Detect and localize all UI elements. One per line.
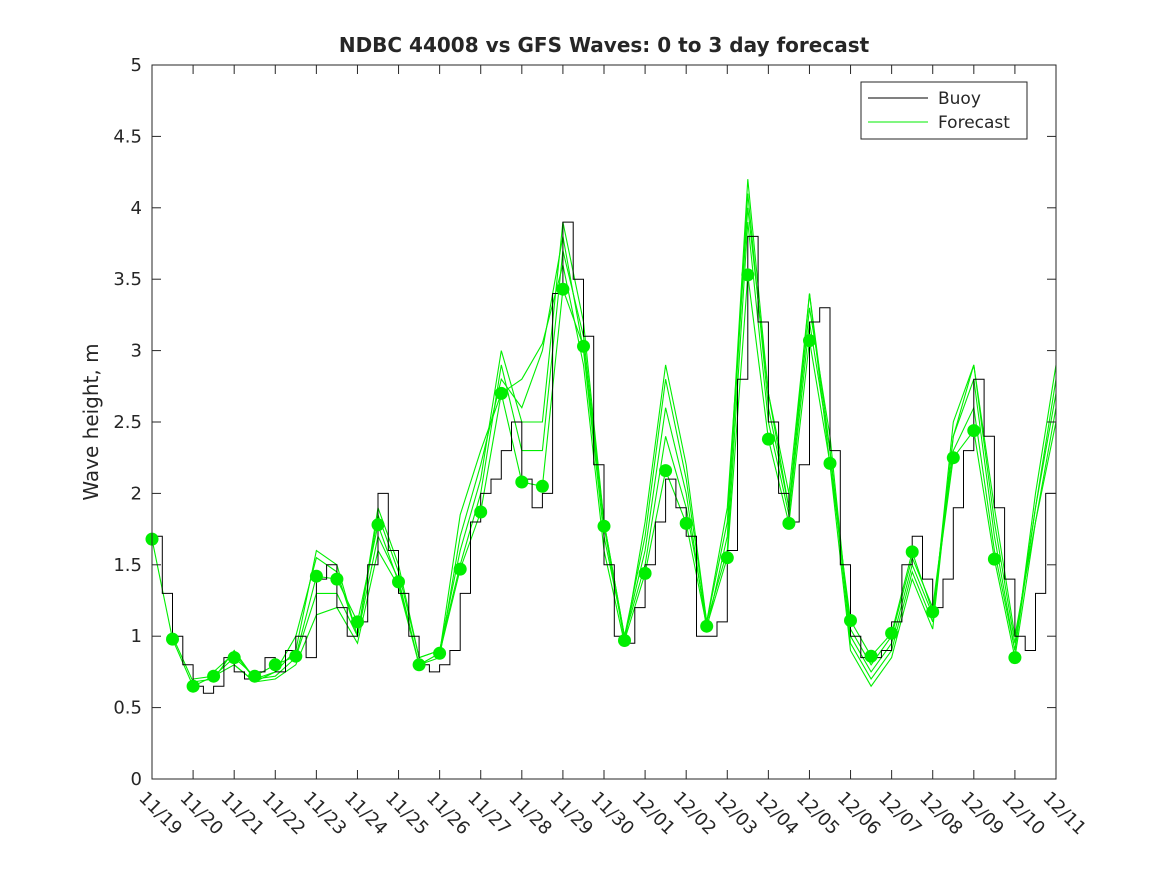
forecast-marker (433, 646, 447, 660)
forecast-marker (844, 614, 857, 627)
y-axis-label: Wave height, m (79, 343, 103, 500)
buoy-line-group (152, 221, 1057, 694)
forecast-marker (926, 605, 940, 619)
forecast-marker (392, 575, 405, 589)
buoy-line (152, 221, 1057, 694)
forecast-marker (227, 651, 241, 665)
forecast-marker (309, 569, 323, 583)
y-tick-label: 3 (131, 341, 142, 362)
forecast-marker (659, 464, 673, 478)
forecast-marker (515, 475, 529, 489)
plot-area (152, 65, 1056, 779)
y-tick-label: 1.5 (113, 555, 142, 576)
forecast-marker (289, 649, 303, 663)
forecast-marker (905, 545, 919, 559)
forecast-marker (679, 516, 693, 530)
forecast-line-4 (213, 179, 1057, 681)
forecast-marker (638, 566, 652, 580)
y-tick-label: 5 (131, 55, 142, 76)
forecast-marker (474, 505, 488, 519)
forecast-marker (700, 619, 714, 633)
forecast-marker (597, 519, 611, 533)
forecast-marker (618, 634, 631, 647)
legend-box (860, 81, 1028, 140)
forecast-marker (967, 424, 981, 438)
forecast-marker (761, 432, 775, 446)
y-tick-label: 0.5 (113, 698, 142, 719)
y-tick-label: 4.5 (113, 126, 142, 147)
y-tick-label: 2.5 (113, 412, 142, 433)
forecast-marker (720, 551, 734, 565)
forecast-marker (494, 386, 508, 400)
forecast-marker (864, 649, 878, 663)
legend: Buoy Forecast (860, 81, 1028, 140)
forecast-marker (885, 626, 899, 640)
forecast-marker (782, 516, 796, 530)
y-tick-label: 3.5 (113, 269, 142, 290)
y-axis: 0 0.5 1 1.5 2 2.5 3 3.5 4 4.5 5 (113, 55, 1056, 790)
y-tick-label: 0 (131, 769, 142, 790)
chart-title: NDBC 44008 vs GFS Waves: 0 to 3 day fore… (339, 33, 870, 57)
y-tick-label: 2 (131, 483, 142, 504)
forecast-marker (268, 658, 282, 672)
forecast-marker (166, 632, 179, 646)
forecast-marker (186, 679, 200, 693)
forecast-marker (823, 456, 837, 470)
forecast-marker (207, 669, 221, 683)
forecast-marker (741, 268, 755, 282)
forecast-marker (412, 658, 426, 672)
legend-buoy-label: Buoy (938, 89, 981, 109)
forecast-marker (248, 669, 262, 683)
forecast-marker (351, 615, 364, 629)
forecast-marker (535, 479, 549, 493)
forecast-marker (1008, 651, 1022, 665)
legend-forecast-label: Forecast (938, 113, 1010, 133)
forecast-marker (453, 562, 467, 576)
y-tick-label: 1 (131, 626, 142, 647)
forecast-marker (556, 282, 570, 296)
forecast-marker (946, 451, 960, 465)
forecast-marker (577, 339, 590, 353)
forecast-marker (330, 572, 344, 586)
forecast-markers (145, 268, 1022, 693)
forecast-marker (371, 518, 385, 532)
forecast-marker (987, 552, 1001, 566)
y-tick-label: 4 (131, 198, 142, 219)
forecast-line-5 (233, 207, 1057, 688)
forecast-marker (803, 334, 816, 348)
